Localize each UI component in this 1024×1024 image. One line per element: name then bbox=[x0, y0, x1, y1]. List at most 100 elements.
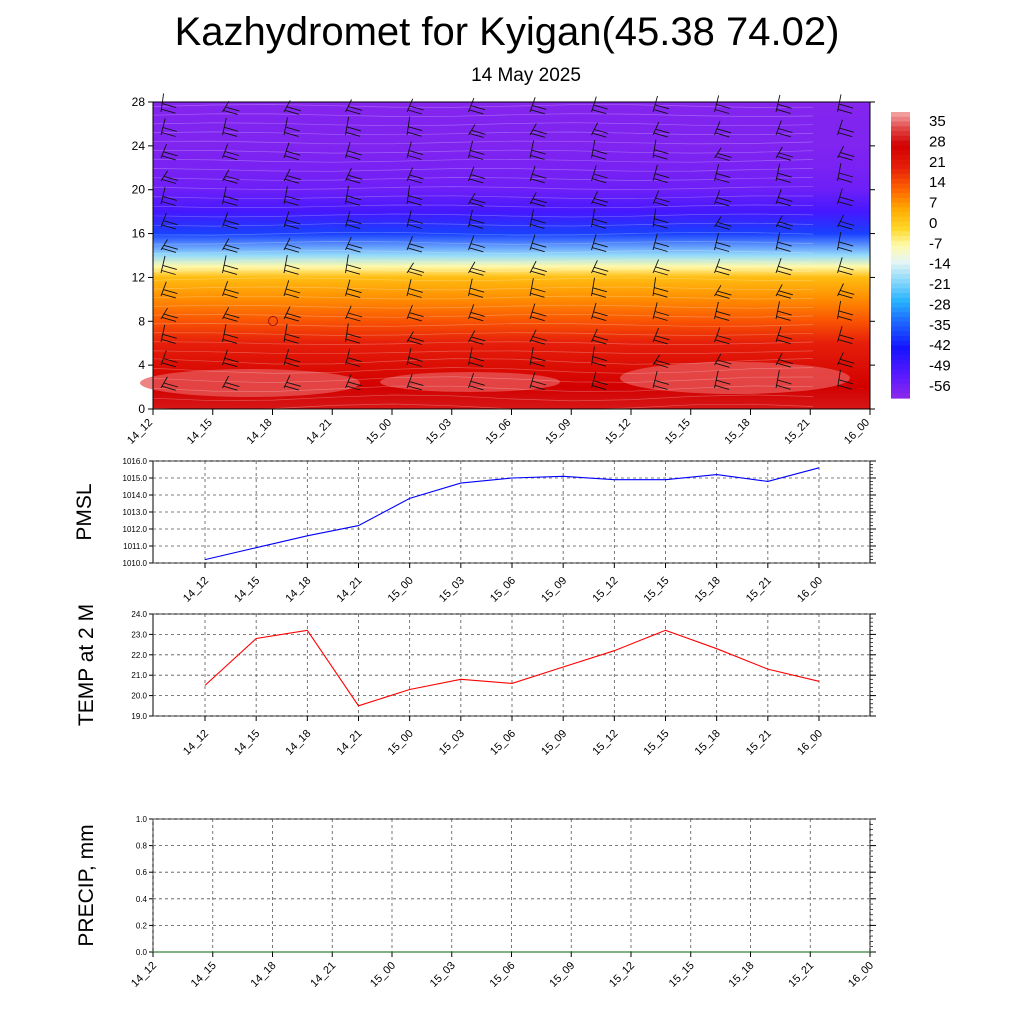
wind-barb bbox=[406, 141, 424, 160]
wind-barb bbox=[529, 209, 546, 229]
wind-barb bbox=[775, 189, 793, 207]
colorbar-label: 14 bbox=[929, 174, 946, 191]
y-tick-label: 16 bbox=[132, 227, 146, 241]
wind-barb bbox=[468, 140, 485, 160]
colorbar-swatch bbox=[891, 197, 910, 204]
colorbar-swatch bbox=[891, 383, 910, 390]
wind-barb bbox=[837, 214, 855, 230]
x-tick-label: 16_00 bbox=[795, 728, 825, 758]
wind-barb bbox=[406, 331, 425, 345]
colorbar: 35 28 21 14 7 0 -7 -14 -21 -28 -35 -42 -49 -56 bbox=[891, 112, 951, 399]
wind-barb bbox=[591, 208, 608, 229]
y-tick-label: 1.0 bbox=[136, 815, 148, 824]
wind-barb bbox=[837, 94, 854, 114]
x-tick-label: 15_12 bbox=[607, 960, 637, 990]
x-tick-label: 15_06 bbox=[488, 728, 518, 758]
colorbar-swatch bbox=[891, 359, 910, 366]
wind-barb bbox=[222, 100, 240, 115]
contour-line bbox=[152, 149, 814, 154]
x-tick-label: 14_15 bbox=[189, 960, 219, 990]
wind-barb bbox=[775, 120, 793, 138]
colorbar-swatch bbox=[891, 164, 910, 170]
contour-line bbox=[152, 231, 814, 236]
wind-barb bbox=[714, 95, 731, 114]
plot-frame bbox=[152, 613, 871, 717]
y-tick-label: 0 bbox=[138, 402, 145, 416]
x-tick-label: 14_21 bbox=[335, 575, 365, 605]
colorbar-swatch bbox=[891, 202, 910, 208]
colorbar-swatch bbox=[891, 326, 910, 332]
wind-barb bbox=[222, 238, 240, 253]
wind-barb bbox=[468, 261, 486, 276]
wind-barb bbox=[345, 210, 362, 230]
x-tick-label: 14_15 bbox=[232, 575, 262, 605]
wind-barb bbox=[837, 352, 855, 368]
x-tick-label: 15_00 bbox=[368, 960, 398, 990]
y-tick-label: 1013.0 bbox=[123, 508, 148, 517]
y-tick-label: 20 bbox=[132, 183, 146, 197]
wind-barb bbox=[468, 330, 486, 345]
y-axis-label: TEMP at 2 M bbox=[75, 604, 98, 726]
colorbar-swatch bbox=[891, 297, 910, 304]
wind-barb bbox=[775, 232, 792, 252]
wind-barb bbox=[837, 119, 854, 138]
warm-core-0 bbox=[140, 369, 360, 397]
colorbar-swatch bbox=[891, 212, 910, 218]
contour-line bbox=[152, 240, 814, 245]
colorbar-swatch bbox=[891, 274, 910, 280]
line-panel-3: 0.0 0.2 0.4 0.6 0.8 1.0 14_12 14_15 14_18 14_21 15… bbox=[75, 815, 876, 990]
y-tick-label: 0.0 bbox=[136, 948, 148, 957]
y-tick-label: 1016.0 bbox=[123, 457, 148, 466]
wind-barb bbox=[406, 116, 423, 137]
colorbar-swatch bbox=[891, 173, 910, 180]
x-tick-label: 15_00 bbox=[386, 575, 416, 605]
contour-line bbox=[152, 204, 814, 209]
wind-barb bbox=[468, 166, 486, 184]
wind-barb bbox=[345, 305, 363, 322]
colorbar-swatch bbox=[891, 259, 910, 266]
wind-barb bbox=[283, 211, 301, 230]
wind-barb bbox=[468, 97, 486, 115]
contour-line bbox=[152, 104, 814, 108]
wind-barb bbox=[222, 280, 239, 299]
wind-barb bbox=[529, 165, 547, 184]
wind-barb bbox=[775, 301, 792, 321]
wind-barb bbox=[222, 212, 239, 230]
colorbar-swatch bbox=[891, 116, 910, 123]
wind-barb bbox=[591, 140, 608, 160]
colorbar-swatch bbox=[891, 336, 910, 342]
x-tick-label: 14_21 bbox=[308, 960, 338, 990]
wind-barb bbox=[160, 255, 177, 275]
wind-barb bbox=[283, 168, 301, 184]
colorbar-swatch bbox=[891, 374, 910, 380]
wind-barb bbox=[714, 216, 732, 230]
y-tick-label: 22.0 bbox=[131, 651, 147, 660]
x-tick-label: 16_00 bbox=[846, 960, 876, 990]
wind-barb bbox=[345, 374, 363, 391]
colorbar-swatch bbox=[891, 255, 910, 261]
colorbar-label: -35 bbox=[929, 317, 951, 334]
colorbar-swatch bbox=[891, 207, 910, 213]
colorbar-swatch bbox=[891, 293, 910, 299]
wind-barb bbox=[222, 375, 240, 391]
wind-barb bbox=[529, 329, 547, 345]
contour-line bbox=[152, 168, 814, 172]
contour-line bbox=[152, 394, 814, 402]
contour-line bbox=[152, 222, 814, 227]
wind-barb bbox=[160, 144, 178, 161]
y-tick-label: 1014.0 bbox=[123, 491, 148, 500]
y-tick-label: 0.2 bbox=[136, 921, 148, 930]
x-tick-label: 15_15 bbox=[663, 417, 693, 447]
colorbar-swatch bbox=[891, 393, 910, 399]
wind-barb bbox=[591, 96, 608, 115]
wind-barb bbox=[714, 370, 731, 390]
colorbar-swatch bbox=[891, 269, 910, 275]
colorbar-label: -56 bbox=[929, 378, 951, 395]
wind-barb bbox=[529, 372, 547, 391]
contour-line bbox=[152, 286, 813, 291]
wind-barb bbox=[775, 163, 792, 183]
wind-barb bbox=[160, 307, 179, 322]
wind-barb bbox=[837, 283, 855, 299]
wind-barb bbox=[591, 260, 609, 276]
colorbar-swatch bbox=[891, 307, 910, 313]
